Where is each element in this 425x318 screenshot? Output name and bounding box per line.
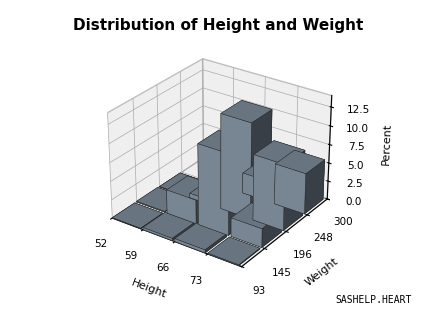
- Text: SASHELP.HEART: SASHELP.HEART: [336, 295, 412, 305]
- Y-axis label: Weight: Weight: [304, 256, 340, 288]
- X-axis label: Height: Height: [130, 278, 168, 301]
- Title: Distribution of Height and Weight: Distribution of Height and Weight: [73, 18, 363, 33]
